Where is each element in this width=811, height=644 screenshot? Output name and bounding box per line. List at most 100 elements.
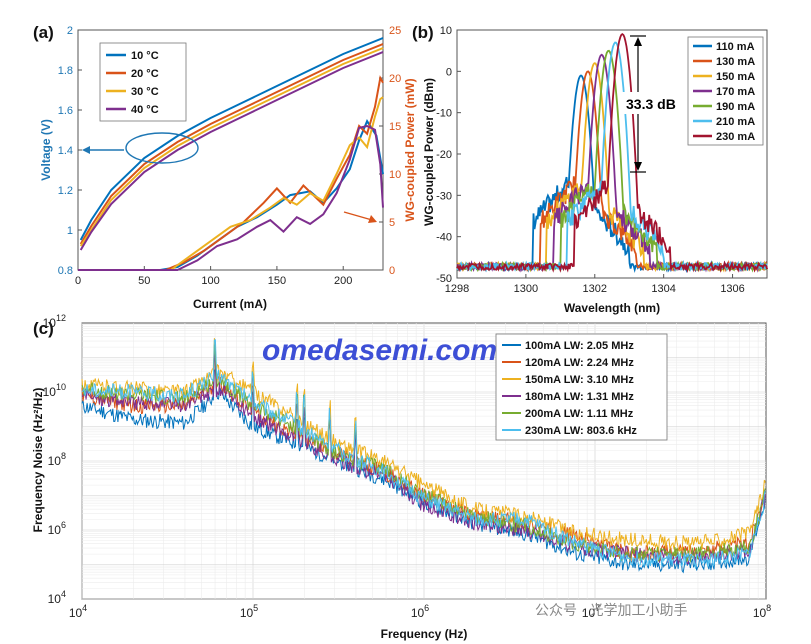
panel-a-x-ticks: 0 50 100 150 200 [75, 266, 352, 287]
panel-a-legend-label: 30 °C [131, 86, 159, 98]
panel-a-series [78, 37, 384, 271]
panel-b-legend-label: 110 mA [716, 41, 755, 53]
panel-b-annot-bg [620, 92, 684, 114]
panel-a-legend-label: 10 °C [131, 50, 159, 62]
panel-a-yr-tick-label: 15 [389, 121, 401, 133]
panel-c-legend-label: 120mA LW: 2.24 MHz [525, 357, 634, 369]
panel-a-x-tick-label: 150 [268, 275, 286, 287]
panel-a-yr-tick-label: 25 [389, 25, 401, 37]
panel-b-y-ticks: -50 -40 -30 -20 -10 0 10 [436, 25, 461, 285]
panel-b-legend-label: 170 mA [716, 86, 755, 98]
panel-a-power-line [78, 119, 384, 271]
panel-b-y-tick-label: -30 [436, 190, 452, 202]
footer-text: 公众号 · 光学加工小助手 [535, 602, 687, 618]
panel-c-x-tick-label: 108 [753, 603, 771, 620]
panel-a-voltage-line [79, 43, 384, 245]
panel-a-power-line [78, 96, 384, 271]
panel-c-legend-label: 200mA LW: 1.11 MHz [525, 408, 634, 420]
panel-b-label: (b) [412, 23, 434, 42]
panel-a-yl-tick-label: 1 [67, 225, 73, 237]
watermark: omedasemi.com [262, 334, 497, 367]
panel-a-x-tick-label: 0 [75, 275, 81, 287]
panel-a-y-left-ticks: 0.8 1 1.2 1.4 1.6 1.8 2 [58, 25, 82, 277]
panel-b-x-tick-label: 1304 [651, 283, 675, 295]
panel-a-yl-tick-label: 1.8 [58, 65, 73, 77]
panel-c-y-tick-label: 1012 [43, 313, 66, 330]
panel-b-x-ticks: 1298 1300 1302 1304 1306 [445, 274, 745, 295]
panel-b-annot-arrow-down [634, 162, 642, 171]
panel-a-y-right-ticks: 0 5 10 15 20 25 [379, 25, 401, 277]
panel-a-x-tick-label: 200 [334, 275, 352, 287]
panel-a-yl-tick-label: 2 [67, 25, 73, 37]
panel-b-annot-arrow-up [634, 37, 642, 46]
panel-a-right-arrowhead [368, 215, 377, 223]
panel-a-power-line [78, 124, 384, 271]
panel-a-voltage-line [79, 47, 384, 247]
panel-c-legend-label: 230mA LW: 803.6 kHz [525, 425, 637, 437]
panel-a-label: (a) [33, 23, 54, 42]
panel-c-legend-items: 100mA LW: 2.05 MHz 120mA LW: 2.24 MHz 150m… [502, 340, 637, 437]
panel-b-legend-label: 230 mA [716, 131, 755, 143]
panel-b-y-tick-label: 0 [446, 66, 452, 78]
panel-b-spectrum-line [456, 41, 768, 273]
panel-c-y-tick-label: 106 [48, 520, 66, 537]
panel-c-x-tick-label: 105 [240, 603, 258, 620]
panel-b-y-tick-label: -10 [436, 108, 452, 120]
panel-a-chart: 0 50 100 150 200 0.8 1 1.2 1.4 1.6 1.8 2 0 5 10 15 20 2… [39, 25, 417, 311]
panel-c-legend-label: 180mA LW: 1.31 MHz [525, 391, 634, 403]
panel-a-yr-tick-label: 0 [389, 265, 395, 277]
panel-a-voltage-line [79, 51, 384, 251]
panel-c-x-tick-label: 106 [411, 603, 429, 620]
panel-a-yr-tick-label: 5 [389, 217, 395, 229]
panel-a-power-line [78, 75, 384, 271]
panel-b-y-tick-label: -40 [436, 232, 452, 244]
panel-c-noise-line [81, 352, 766, 565]
panel-b-x-tick-label: 1300 [514, 283, 538, 295]
panel-c-legend [495, 333, 668, 441]
panel-c-legend-label: 100mA LW: 2.05 MHz [525, 340, 634, 352]
panel-b-series [456, 32, 768, 274]
panel-a-yl-tick-label: 0.8 [58, 265, 73, 277]
panel-c-noise-line [81, 338, 766, 552]
panel-b-legend-label: 150 mA [716, 71, 755, 83]
panel-b-legend-label: 130 mA [716, 56, 755, 68]
panel-c-series [81, 338, 766, 574]
panel-c-x-label: Frequency (Hz) [381, 627, 468, 641]
panel-b-y-tick-label: 10 [440, 25, 452, 37]
panel-a-y-left-label: Voltage (V) [39, 119, 53, 181]
panel-b-y-tick-label: -20 [436, 149, 452, 161]
panel-c-y-tick-label: 1010 [43, 382, 66, 399]
panel-b-spectrum-line [456, 32, 768, 274]
panel-a-yl-tick-label: 1.2 [58, 185, 73, 197]
panel-b-x-label: Wavelength (nm) [564, 301, 660, 315]
panel-a-yl-tick-label: 1.6 [58, 105, 73, 117]
panel-b-y-label: WG-coupled Power (dBm) [422, 78, 436, 226]
panel-b-y-tick-label: -50 [436, 273, 452, 285]
panel-a-legend-label: 20 °C [131, 68, 159, 80]
panel-a-yr-tick-label: 10 [389, 169, 401, 181]
panel-a-voltage-line [79, 37, 384, 241]
panel-a-voltage-ellipse [125, 132, 199, 164]
panel-b-chart: 1298 1300 1302 1304 1306 -50-40-30-20-10010 … [422, 25, 768, 315]
panel-a-yr-tick-label: 20 [389, 73, 401, 85]
panel-a-x-tick-label: 50 [138, 275, 150, 287]
panel-c-y-tick-label: 104 [48, 589, 66, 606]
panel-c-label: (c) [33, 319, 54, 338]
panel-a-right-arrow [343, 211, 373, 221]
panel-a-x-label: Current (mA) [193, 297, 267, 311]
panel-c-legend-label: 150mA LW: 3.10 MHz [525, 374, 634, 386]
panel-a-y-right-label: WG-coupled Power (mW) [403, 78, 417, 221]
panel-c-y-label: Frequency Noise (Hz²/Hz) [31, 388, 45, 533]
panel-b-x-tick-label: 1306 [720, 283, 744, 295]
panel-c-y-tick-label: 108 [48, 451, 66, 468]
panel-b-x-tick-label: 1298 [445, 283, 469, 295]
panel-b-annotation: 33.3 dB [626, 96, 676, 112]
panel-c-y-ticks: 104 106 108 1010 1012 [43, 313, 66, 606]
panel-c-noise-line [81, 339, 766, 569]
panel-c-x-tick-label: 104 [69, 603, 87, 620]
panel-a-legend-label: 40 °C [131, 104, 159, 116]
panel-a-x-tick-label: 100 [201, 275, 219, 287]
panel-a-legend-items: 10 °C 20 °C 30 °C 40 °C [106, 50, 159, 116]
